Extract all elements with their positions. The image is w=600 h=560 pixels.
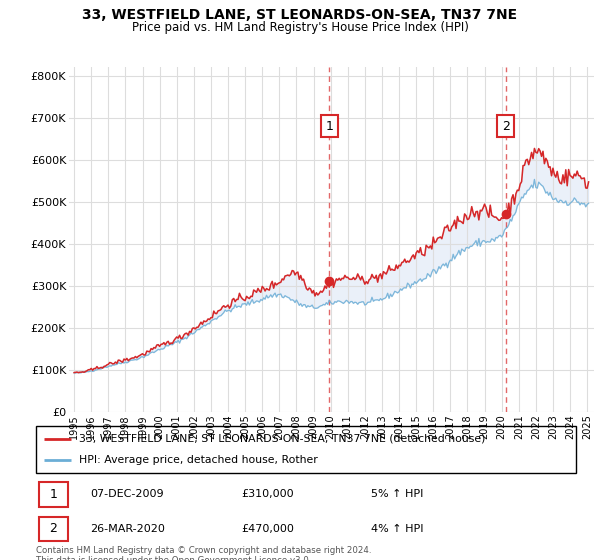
Text: 33, WESTFIELD LANE, ST LEONARDS-ON-SEA, TN37 7NE (detached house): 33, WESTFIELD LANE, ST LEONARDS-ON-SEA, … [79, 434, 485, 444]
Text: Contains HM Land Registry data © Crown copyright and database right 2024.
This d: Contains HM Land Registry data © Crown c… [36, 546, 371, 560]
Bar [39, 516, 68, 541]
Text: £310,000: £310,000 [241, 489, 294, 499]
Text: 4% ↑ HPI: 4% ↑ HPI [371, 524, 424, 534]
Text: HPI: Average price, detached house, Rother: HPI: Average price, detached house, Roth… [79, 455, 318, 465]
Text: Price paid vs. HM Land Registry's House Price Index (HPI): Price paid vs. HM Land Registry's House … [131, 21, 469, 34]
Text: 07-DEC-2009: 07-DEC-2009 [90, 489, 164, 499]
Bar [39, 482, 68, 506]
Text: £470,000: £470,000 [241, 524, 294, 534]
Text: 1: 1 [325, 119, 333, 133]
Text: 2: 2 [502, 119, 509, 133]
Text: 26-MAR-2020: 26-MAR-2020 [90, 524, 165, 534]
Text: 33, WESTFIELD LANE, ST LEONARDS-ON-SEA, TN37 7NE: 33, WESTFIELD LANE, ST LEONARDS-ON-SEA, … [82, 8, 518, 22]
Text: 2: 2 [50, 522, 58, 535]
Text: 1: 1 [50, 488, 58, 501]
Text: 5% ↑ HPI: 5% ↑ HPI [371, 489, 423, 499]
